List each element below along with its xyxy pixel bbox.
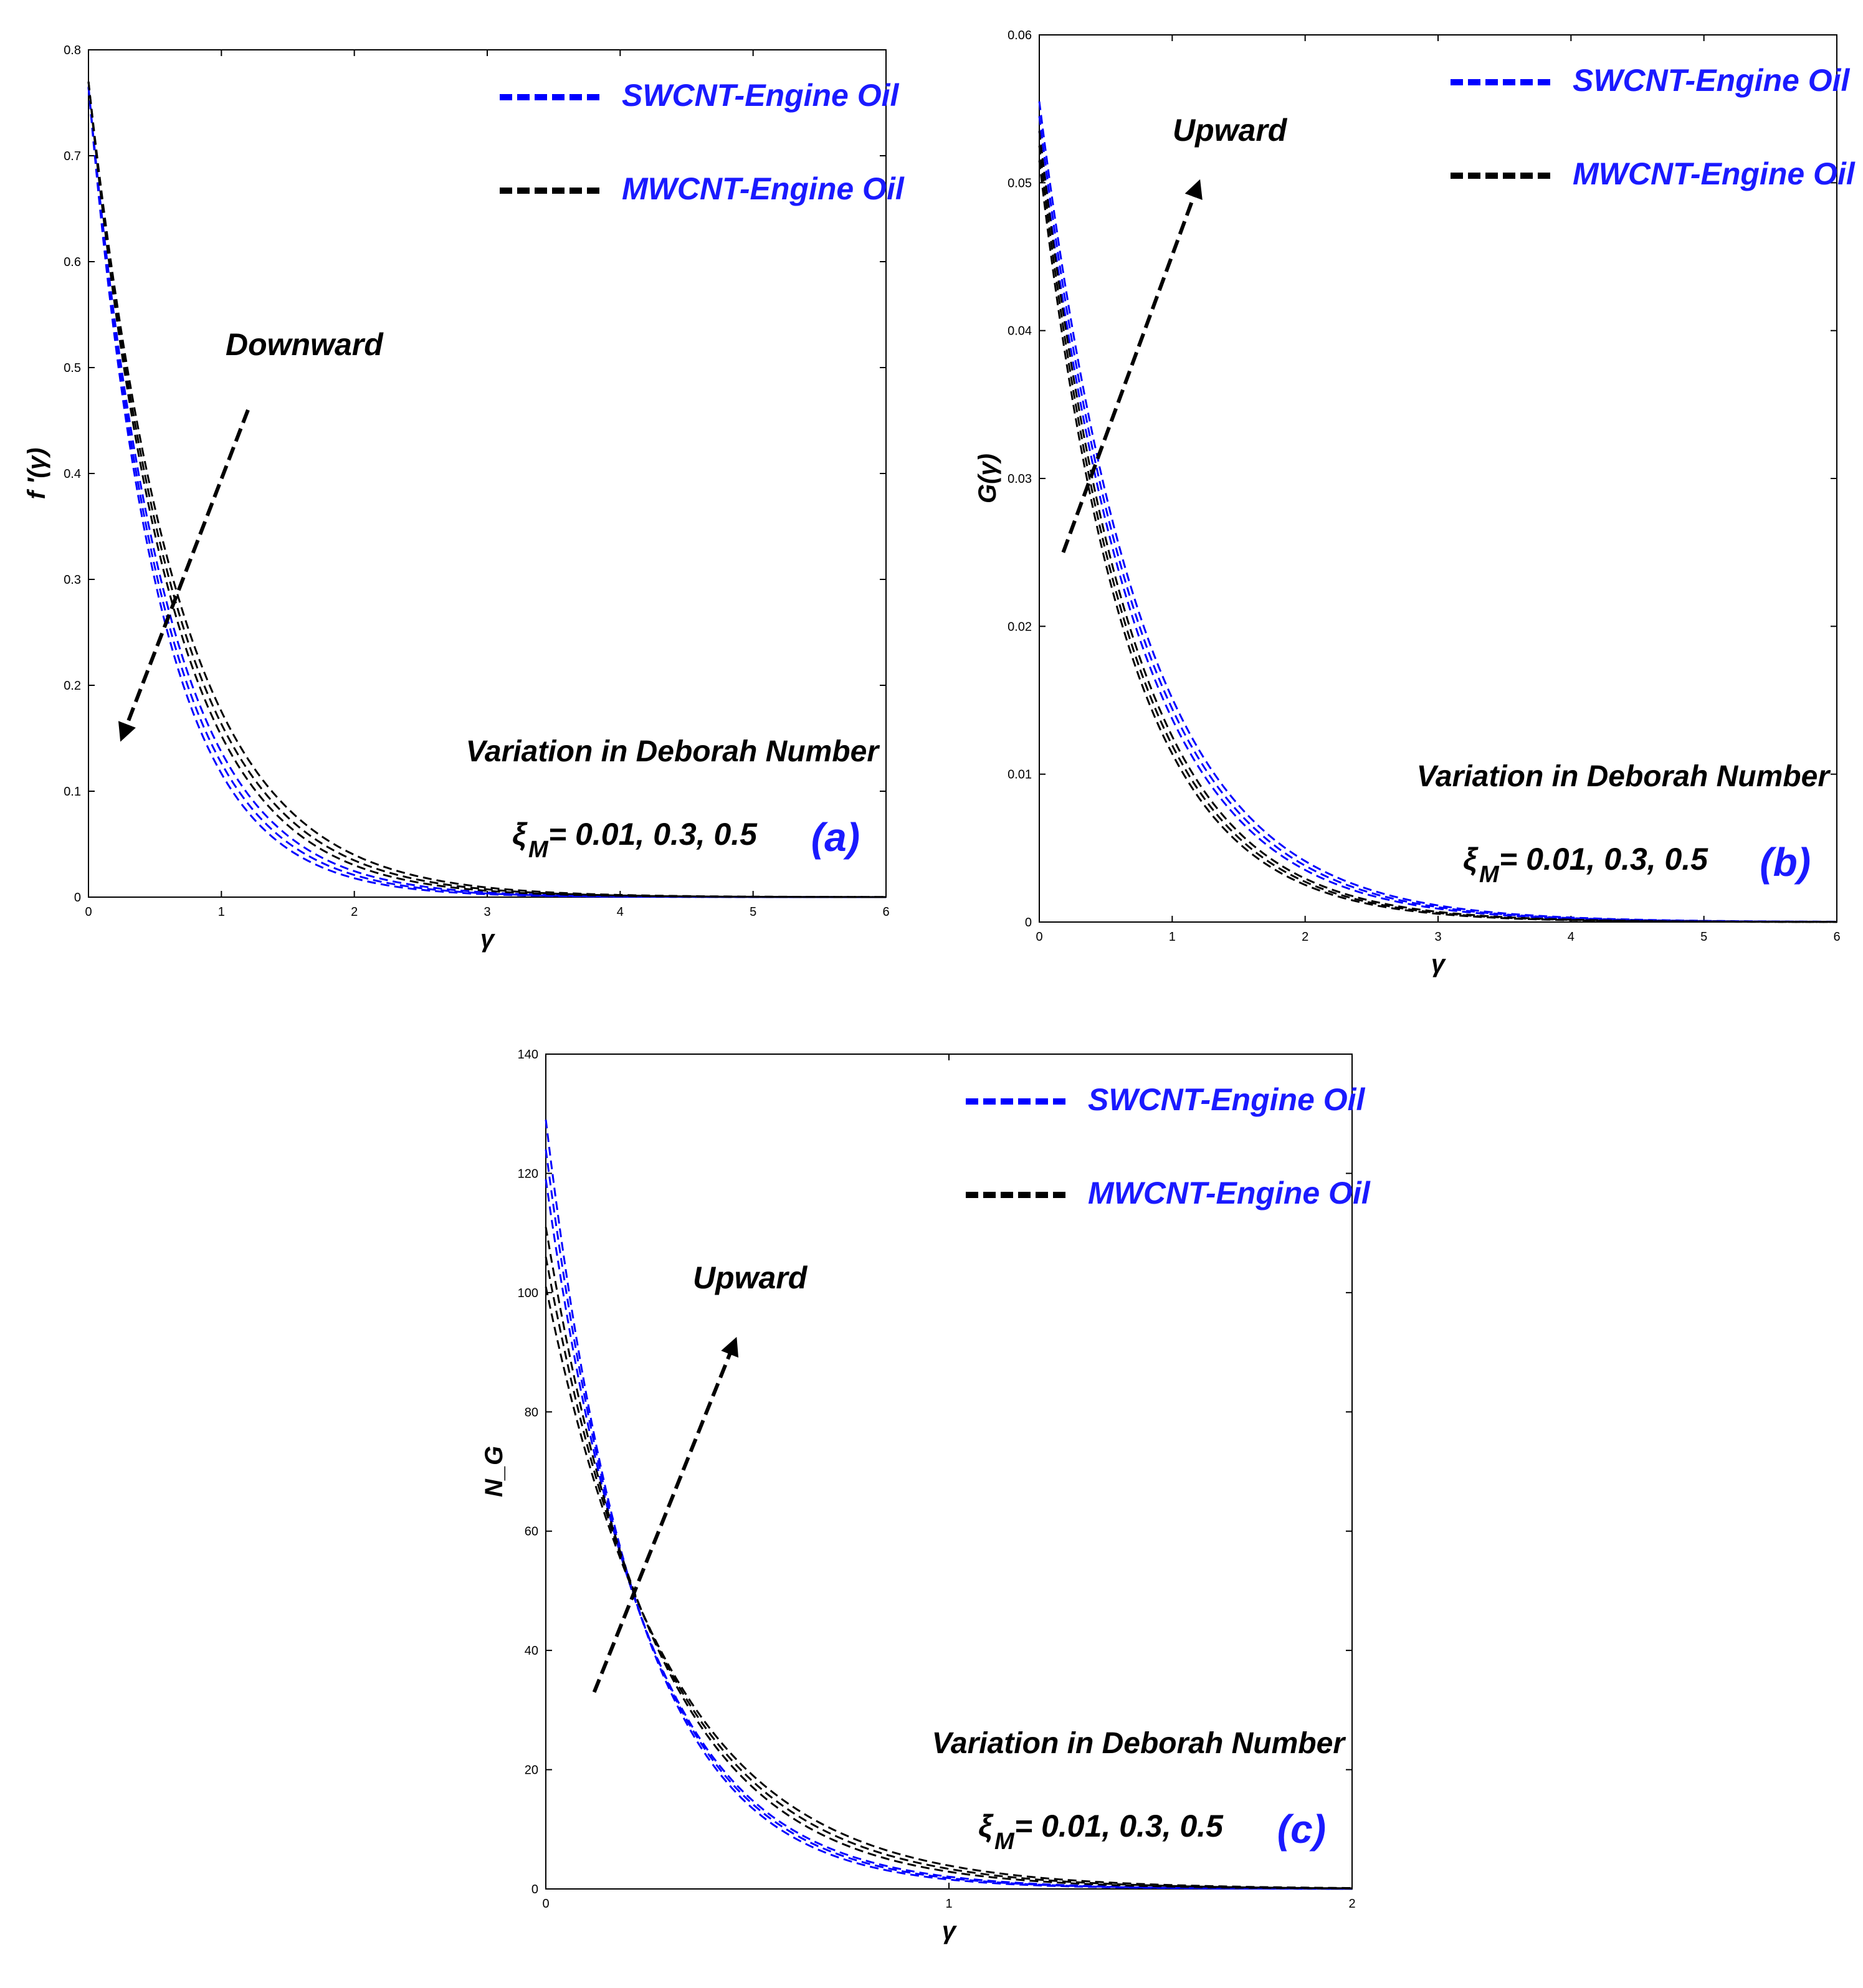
y-tick-label: 0.7 xyxy=(64,150,81,163)
variation-text: Variation in Deborah Number xyxy=(932,1727,1346,1760)
x-axis-label: γ xyxy=(942,1917,958,1944)
x-tick-label: 5 xyxy=(750,905,756,919)
annotation-label: Downward xyxy=(226,327,384,362)
x-tick-label: 0 xyxy=(1036,930,1042,944)
series-line-mwcnt-3 xyxy=(87,81,886,898)
y-tick-label: 0.8 xyxy=(64,44,81,57)
x-tick-label: 5 xyxy=(1700,930,1707,944)
y-tick-label: 0.3 xyxy=(64,573,81,587)
annotation-arrow xyxy=(592,1336,739,1693)
series-line-mwcnt-3 xyxy=(545,1286,1352,1889)
y-tick-label: 0 xyxy=(1025,916,1032,930)
panel-b: 0 1 2 3 4 5 6 0 0.01 0.02 0.03 0.04 0.05 0.06 γ G(γ) SWC… xyxy=(974,29,1856,977)
y-tick-label: 0.03 xyxy=(1008,472,1032,486)
y-tick-label: 100 xyxy=(518,1286,538,1300)
series-line-mwcnt-1 xyxy=(545,1227,1353,1890)
x-tick-label: 6 xyxy=(882,905,889,919)
y-tick-label: 0.04 xyxy=(1008,325,1032,338)
legend-label: MWCNT-Engine Oil xyxy=(622,171,905,206)
panel-label: (b) xyxy=(1760,840,1811,885)
y-tick-label: 0.05 xyxy=(1008,176,1032,190)
y-tick-label: 40 xyxy=(525,1644,538,1658)
annotation-label: Upward xyxy=(693,1260,808,1295)
panel-a: 0 1 2 3 4 5 6 0 0.1 0.2 0.3 0.4 0.5 0.6 0.7 0.8 γ f ′(γ) S… xyxy=(23,44,905,953)
series-line-swcnt-1 xyxy=(545,1120,1352,1890)
parameter-values: = 0.01, 0.3, 0.5 xyxy=(1014,1809,1224,1843)
series-line-swcnt-3 xyxy=(87,87,886,898)
y-axis-label: f ′(γ) xyxy=(23,448,50,500)
x-tick-label: 1 xyxy=(945,1897,952,1911)
annotation-arrow xyxy=(1061,179,1203,553)
y-tick-label: 80 xyxy=(525,1405,538,1419)
series-line-swcnt-2 xyxy=(545,1149,1352,1890)
x-tick-label: 0 xyxy=(542,1897,549,1911)
series-line-swcnt-1 xyxy=(1038,101,1837,923)
parameter-symbol: ξ xyxy=(978,1809,994,1843)
y-tick-label: 0.6 xyxy=(64,255,81,269)
y-tick-label: 140 xyxy=(518,1048,538,1062)
y-tick-label: 0.06 xyxy=(1008,29,1032,42)
x-tick-label: 3 xyxy=(484,905,490,919)
legend-label: MWCNT-Engine Oil xyxy=(1088,1176,1371,1210)
series-line-swcnt-3 xyxy=(1038,131,1837,923)
x-tick-label: 6 xyxy=(1833,930,1840,944)
parameter-subscript: M xyxy=(994,1829,1015,1855)
panel-label: (c) xyxy=(1277,1807,1326,1852)
series-line-mwcnt-2 xyxy=(1038,145,1837,923)
y-tick-label: 120 xyxy=(518,1167,538,1181)
y-tick-label: 60 xyxy=(525,1525,538,1539)
x-axis-label: γ xyxy=(1431,950,1447,977)
x-tick-label: 2 xyxy=(351,905,358,919)
y-tick-label: 20 xyxy=(525,1764,538,1777)
y-tick-label: 0 xyxy=(74,891,81,905)
series-line-mwcnt-1 xyxy=(1038,131,1837,923)
legend-label: SWCNT-Engine Oil xyxy=(1573,63,1851,98)
x-tick-label: 0 xyxy=(85,905,92,919)
series-line-swcnt-2 xyxy=(1038,116,1837,923)
parameter-symbol: ξ xyxy=(512,817,528,852)
series-line-swcnt-2 xyxy=(87,87,886,898)
x-axis-label: γ xyxy=(480,925,496,953)
series-line-mwcnt-2 xyxy=(545,1257,1353,1890)
parameter-values: = 0.01, 0.3, 0.5 xyxy=(1499,842,1708,877)
y-axis-label: G(γ) xyxy=(974,454,1001,503)
series-line-mwcnt-2 xyxy=(87,81,886,898)
series-line-mwcnt-3 xyxy=(1038,160,1837,923)
annotation-label: Upward xyxy=(1173,113,1288,148)
variation-text: Variation in Deborah Number xyxy=(466,735,880,768)
x-tick-label: 4 xyxy=(617,905,624,919)
panel-label: (a) xyxy=(811,815,860,860)
y-tick-label: 0.4 xyxy=(64,467,81,481)
x-tick-label: 2 xyxy=(1302,930,1308,944)
y-axis-label: N_G xyxy=(480,1446,508,1497)
parameter-symbol: ξ xyxy=(1463,842,1479,877)
series-line-swcnt-3 xyxy=(545,1179,1353,1890)
y-tick-label: 0.1 xyxy=(64,785,81,799)
legend-label: SWCNT-Engine Oil xyxy=(622,78,900,113)
parameter-subscript: M xyxy=(1479,862,1500,888)
y-tick-label: 0.02 xyxy=(1008,620,1032,634)
parameter-subscript: M xyxy=(528,837,549,863)
x-tick-label: 4 xyxy=(1568,930,1575,944)
y-tick-label: 0 xyxy=(531,1883,538,1896)
x-tick-label: 2 xyxy=(1348,1897,1355,1911)
legend-label: MWCNT-Engine Oil xyxy=(1573,156,1856,191)
parameter-values: = 0.01, 0.3, 0.5 xyxy=(548,817,758,852)
series-line-swcnt-1 xyxy=(87,87,886,898)
x-tick-label: 1 xyxy=(1169,930,1176,944)
y-tick-label: 0.5 xyxy=(64,361,81,375)
variation-text: Variation in Deborah Number xyxy=(1417,760,1831,793)
y-tick-label: 0.01 xyxy=(1008,768,1032,782)
y-tick-label: 0.2 xyxy=(64,679,81,693)
x-tick-label: 1 xyxy=(218,905,225,919)
legend-label: SWCNT-Engine Oil xyxy=(1088,1082,1366,1117)
x-tick-label: 3 xyxy=(1434,930,1441,944)
